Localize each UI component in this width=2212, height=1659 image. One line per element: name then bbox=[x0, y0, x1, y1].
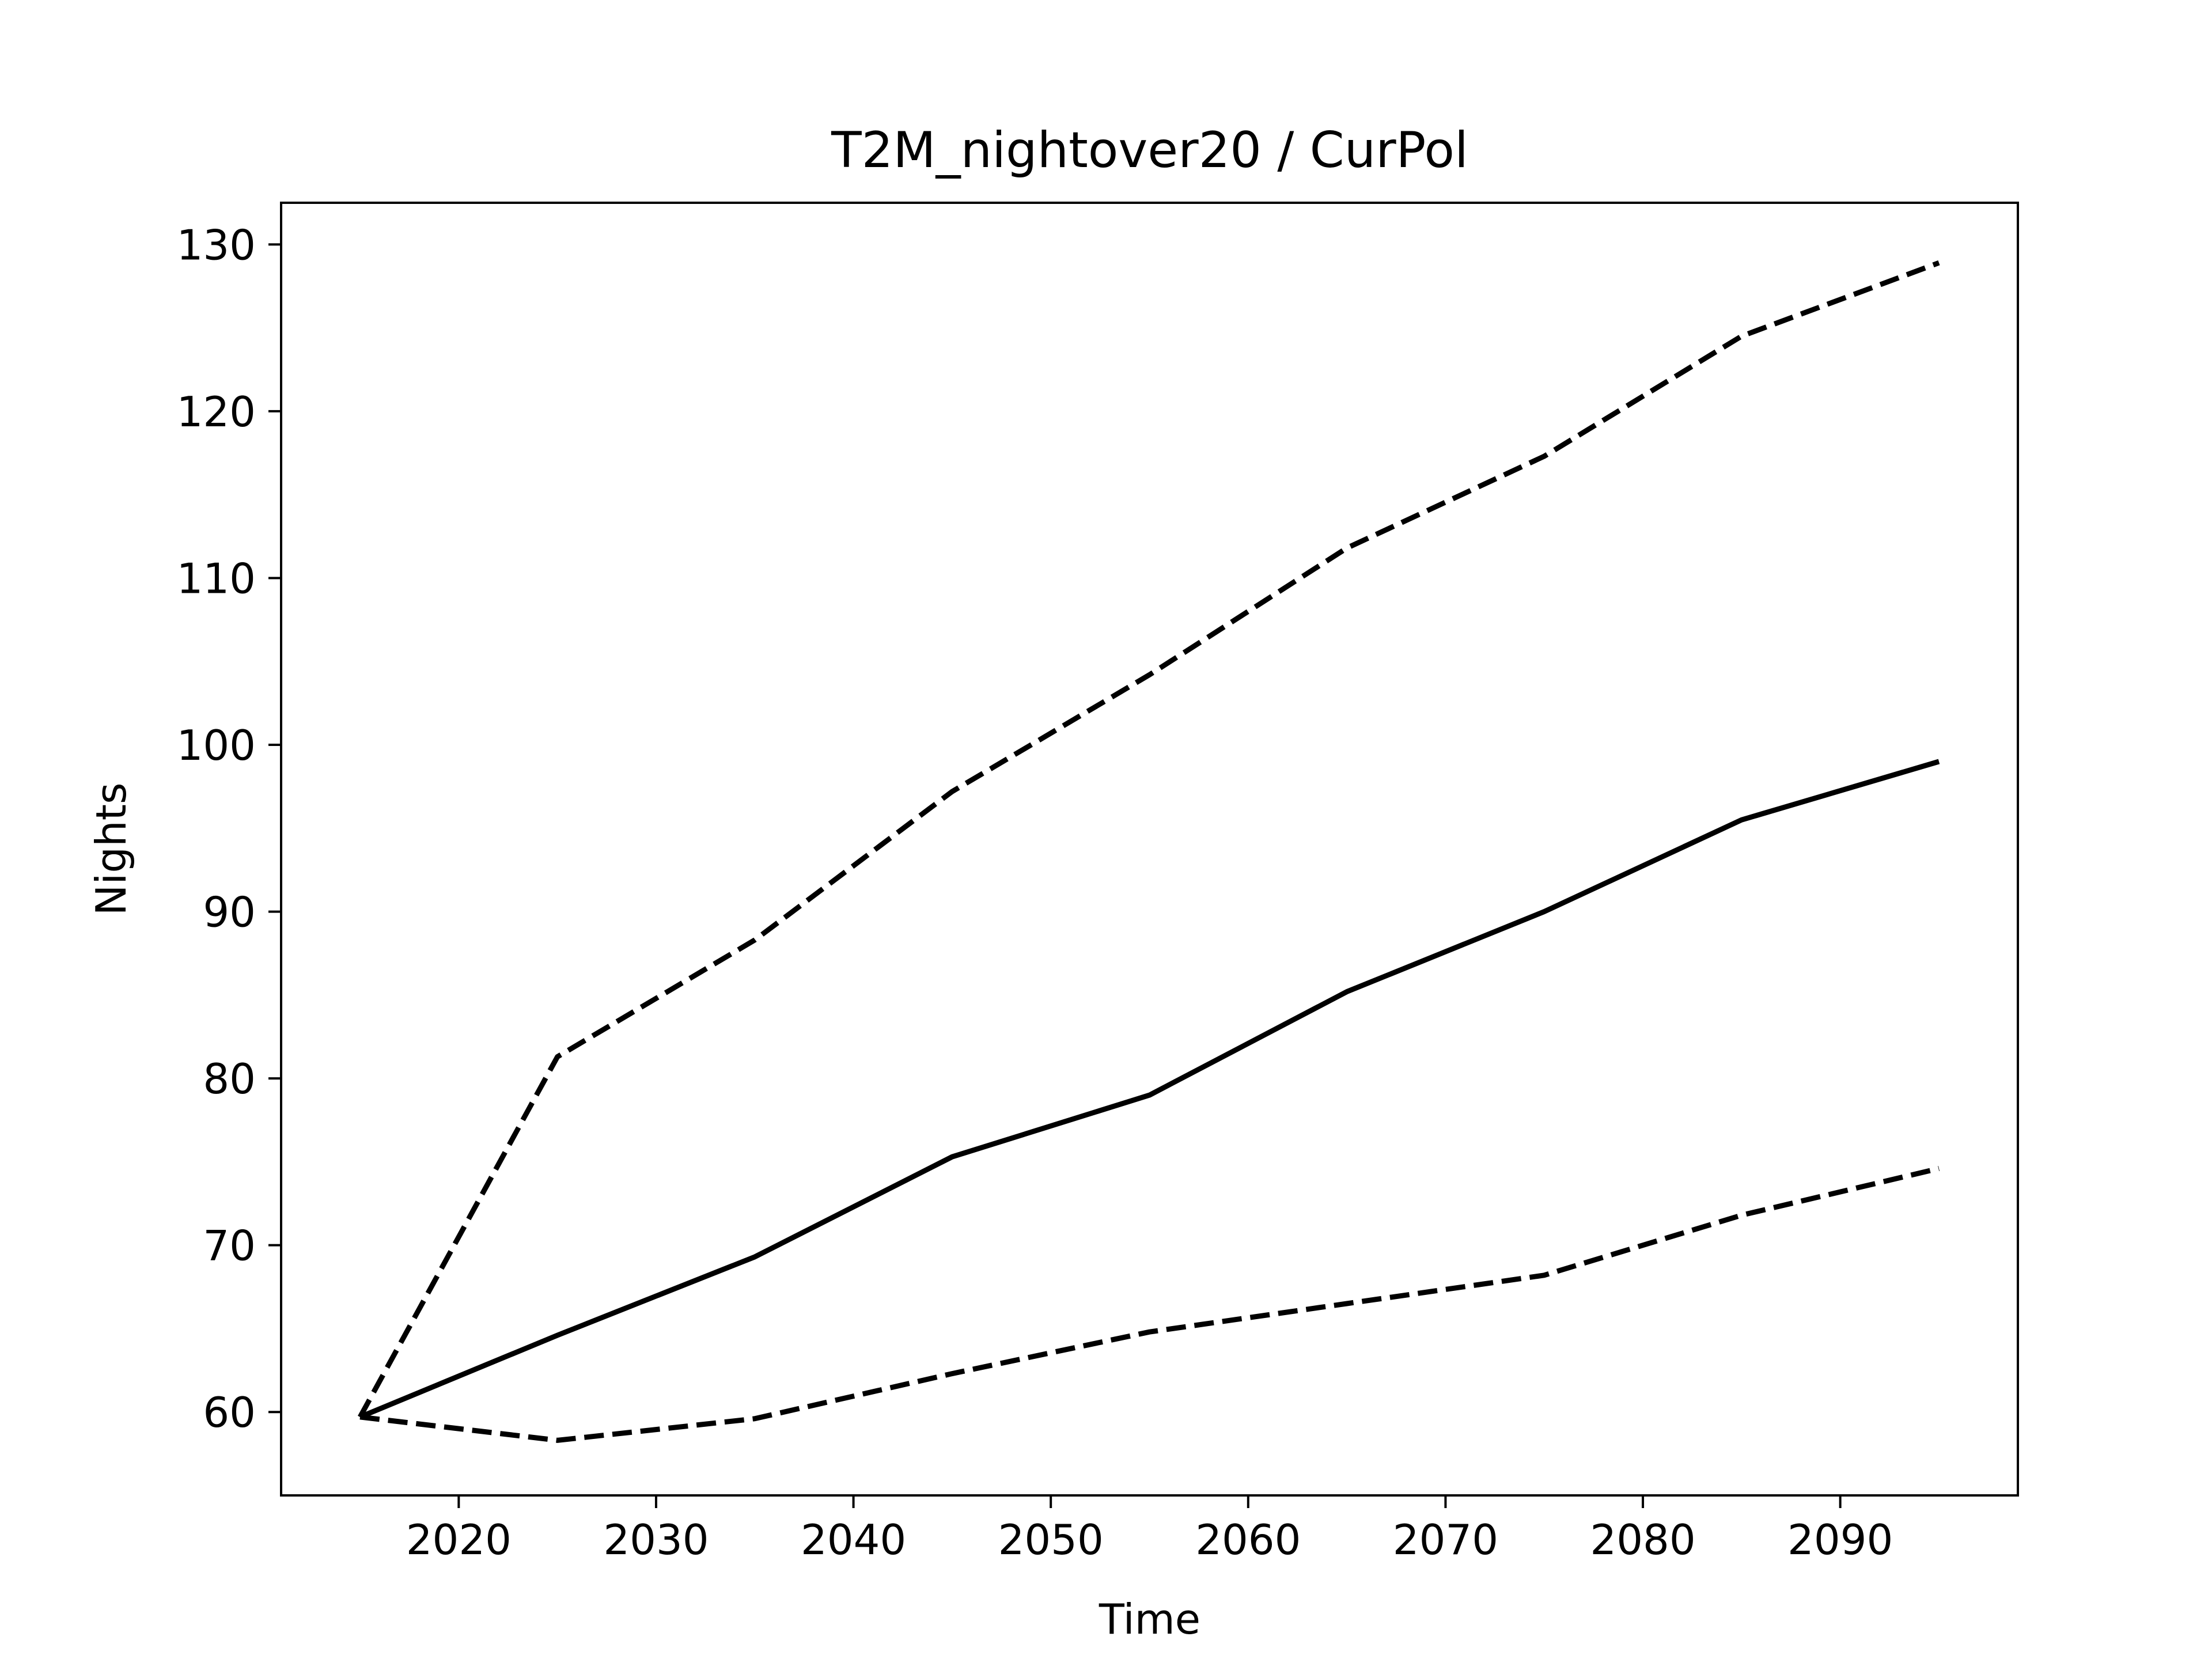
x-axis-label: Time bbox=[1099, 1595, 1200, 1643]
x-tick-label: 2030 bbox=[603, 1516, 709, 1564]
x-tick-label: 2080 bbox=[1590, 1516, 1695, 1564]
y-tick-label: 120 bbox=[177, 388, 256, 436]
y-axis-ticks: 60 70 80 90 100 110 120 130 bbox=[177, 221, 281, 1437]
chart-title: T2M_nightover20 / CurPol bbox=[831, 122, 1468, 179]
x-tick-label: 2020 bbox=[406, 1516, 512, 1564]
plot-frame bbox=[280, 202, 2019, 1497]
series-line-1 bbox=[359, 759, 1940, 1420]
y-tick-label: 100 bbox=[177, 721, 256, 770]
x-tick-label: 2060 bbox=[1195, 1516, 1301, 1564]
series-layer bbox=[358, 260, 1940, 1443]
y-tick-label: 60 bbox=[203, 1388, 256, 1437]
x-tick-label: 2040 bbox=[801, 1516, 906, 1564]
x-axis-ticks: 2020 2030 2040 2050 2060 2070 2080 2090 bbox=[406, 1495, 1893, 1564]
y-tick-label: 110 bbox=[177, 554, 256, 603]
series-line-2 bbox=[358, 260, 1940, 1419]
x-tick-label: 2050 bbox=[998, 1516, 1104, 1564]
y-tick-label: 130 bbox=[177, 221, 256, 269]
y-tick-label: 80 bbox=[203, 1055, 256, 1103]
y-tick-label: 90 bbox=[203, 888, 256, 937]
y-axis-label: Nights bbox=[87, 783, 135, 916]
x-tick-label: 2090 bbox=[1787, 1516, 1893, 1564]
series-line-3 bbox=[359, 1166, 1940, 1443]
x-tick-label: 2070 bbox=[1393, 1516, 1498, 1564]
y-tick-label: 70 bbox=[203, 1222, 256, 1270]
